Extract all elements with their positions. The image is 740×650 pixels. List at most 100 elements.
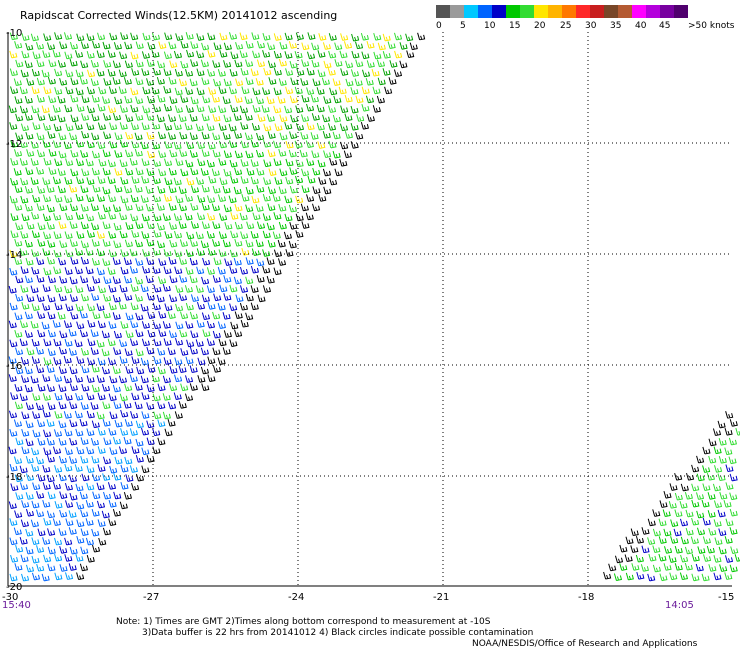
wind-barb: [80, 41, 89, 50]
wind-barb: [267, 149, 276, 158]
wind-barb: [25, 528, 34, 537]
wind-barb: [174, 249, 183, 258]
wind-barb: [384, 86, 393, 95]
wind-barb: [162, 213, 171, 221]
wind-barb: [668, 501, 677, 509]
wind-barb: [197, 301, 206, 310]
wind-barb: [724, 536, 733, 544]
wind-barb: [118, 301, 127, 310]
wind-barb: [9, 249, 18, 258]
wind-barb: [42, 50, 51, 58]
wind-barb: [222, 185, 231, 194]
wind-barb: [65, 518, 74, 527]
wind-barb: [135, 473, 145, 482]
wind-barb: [53, 231, 62, 239]
wind-barb: [15, 545, 24, 553]
wind-barb: [268, 168, 277, 176]
wind-barb: [146, 346, 155, 355]
wind-barb: [75, 87, 84, 96]
wind-barb: [729, 527, 738, 535]
wind-barb: [10, 86, 19, 95]
wind-barb: [321, 77, 330, 86]
wind-barb: [647, 537, 656, 545]
wind-barb: [241, 86, 250, 95]
wind-barb: [19, 86, 28, 95]
wind-barb: [80, 256, 89, 265]
wind-barb: [306, 103, 315, 112]
wind-barb: [679, 501, 688, 509]
wind-barb: [158, 150, 167, 158]
wind-barb: [158, 276, 167, 284]
wind-barb: [135, 420, 144, 429]
wind-barb: [719, 564, 728, 572]
wind-barb: [322, 168, 332, 177]
wind-barb: [76, 519, 85, 528]
wind-barb: [289, 131, 298, 140]
wind-barb: [13, 456, 23, 465]
wind-barb: [222, 239, 231, 248]
wind-barb: [185, 159, 194, 168]
wind-barb: [112, 312, 121, 320]
wind-barb: [113, 401, 122, 410]
wind-barb: [233, 113, 242, 121]
wind-barb: [32, 411, 41, 419]
wind-barb: [152, 121, 161, 130]
wind-barb: [311, 59, 320, 68]
wind-barb: [108, 427, 117, 436]
wind-barb: [334, 59, 343, 67]
wind-barb: [64, 393, 73, 401]
swath-end-time: 14:05: [665, 600, 694, 611]
wind-barb: [691, 464, 700, 473]
wind-barb: [670, 519, 679, 528]
wind-barb: [327, 67, 336, 76]
wind-barb: [311, 150, 320, 159]
wind-barb: [240, 319, 249, 328]
wind-barb: [288, 41, 298, 49]
wind-barb: [41, 105, 50, 114]
wind-barb: [9, 537, 18, 546]
wind-barb: [162, 283, 171, 292]
wind-barb: [211, 203, 220, 212]
wind-barb: [630, 545, 639, 553]
wind-barb: [157, 401, 166, 410]
wind-barb: [279, 168, 288, 177]
wind-barb: [288, 149, 297, 158]
wind-barb: [240, 176, 249, 184]
wind-barb: [57, 185, 66, 194]
wind-barb: [140, 284, 149, 293]
wind-barb: [113, 42, 123, 50]
wind-barb: [195, 339, 204, 347]
wind-barb: [20, 195, 29, 204]
wind-barb: [295, 123, 305, 131]
wind-barb: [9, 195, 18, 204]
wind-barb: [102, 221, 111, 230]
wind-barb: [31, 266, 40, 275]
legend-swatch: [492, 5, 506, 18]
wind-barb: [68, 563, 77, 571]
wind-barb: [46, 419, 55, 427]
wind-barb: [201, 77, 210, 85]
wind-barb: [109, 447, 118, 455]
wind-barb: [219, 32, 228, 41]
wind-barb: [63, 411, 72, 419]
wind-barb: [81, 95, 90, 104]
wind-barb: [266, 222, 275, 231]
wind-barb: [113, 472, 122, 481]
wind-barb: [168, 330, 178, 338]
wind-barb: [208, 175, 217, 184]
wind-barb: [340, 68, 349, 76]
wind-barb: [195, 231, 204, 240]
wind-barb: [86, 50, 95, 59]
wind-barb: [92, 473, 101, 482]
wind-barb: [184, 393, 194, 402]
wind-barb: [123, 77, 132, 85]
wind-barb: [196, 320, 205, 328]
wind-barb: [707, 510, 716, 518]
wind-barb: [175, 158, 184, 166]
wind-barb: [211, 168, 220, 177]
wind-barb: [245, 77, 254, 86]
wind-barb: [135, 167, 144, 176]
wind-barb: [658, 536, 667, 544]
wind-barb: [91, 239, 100, 247]
wind-barb: [46, 474, 55, 483]
